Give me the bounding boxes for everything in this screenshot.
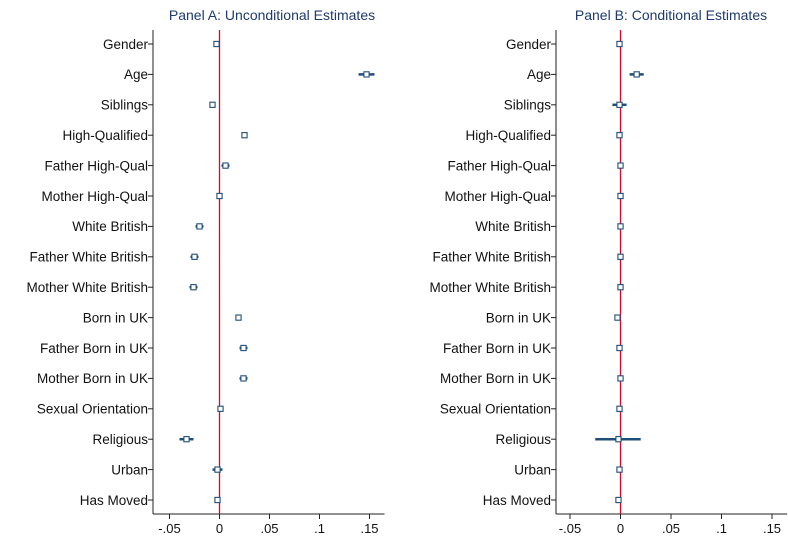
panel-a-estimate-point — [222, 162, 229, 169]
panel-a-x-tick-label: 0 — [216, 521, 223, 536]
panel-a-category-label: Mother High-Qual — [41, 189, 148, 204]
panel-b-category-label: Father White British — [432, 250, 551, 265]
panel-b-estimate-point — [616, 466, 623, 473]
panel-a-x-tick-label: .1 — [314, 521, 325, 536]
panel-b-x-tick-label: .1 — [716, 521, 727, 536]
panel-a-estimate-point — [209, 101, 216, 108]
panel-b-estimate-point — [616, 101, 623, 108]
panel-b-category-label: Has Moved — [483, 493, 551, 508]
panel-b-category-label: Mother White British — [429, 280, 551, 295]
panel-a-category-label: High-Qualified — [62, 128, 148, 143]
panel-b-estimate-point — [616, 344, 623, 352]
panel-a-x-tick-label: -.05 — [158, 521, 180, 536]
panel-a-category-label: Religious — [92, 432, 148, 447]
panel-a-title: Panel A: Unconditional Estimates — [169, 7, 375, 23]
panel-a-category-label: Father Born in UK — [40, 341, 148, 356]
panel-b-category-label: Mother Born in UK — [440, 371, 551, 386]
panel-b-category-label: High-Qualified — [465, 128, 551, 143]
panel-a-estimate-point — [191, 253, 198, 260]
panel-b-estimate-point — [616, 405, 623, 412]
panel-b-x-tick-label: .15 — [763, 521, 781, 536]
panel-a-estimate-point — [196, 223, 203, 230]
panel-a-estimate-point — [214, 466, 221, 473]
panel-b-category-label: Born in UK — [486, 310, 551, 325]
panel-a-category-label: Mother Born in UK — [37, 371, 148, 386]
panel-a-estimate-point — [235, 314, 242, 321]
panel-a-estimate-point — [240, 344, 247, 352]
panel-a-category-label: Father High-Qual — [44, 158, 148, 173]
panel-a-category-label: White British — [72, 219, 148, 234]
panel-a-category-label: Siblings — [101, 98, 149, 113]
panel-b-x-tick-label: -.05 — [559, 521, 581, 536]
panel-b-x-tick-label: 0 — [617, 521, 624, 536]
panel-a-category-label: Age — [124, 67, 148, 82]
panel-a-estimate-point — [183, 436, 190, 443]
panel-b-category-label: Father High-Qual — [447, 158, 551, 173]
panel-b-category-label: Age — [527, 67, 551, 82]
panel-b-estimate-point — [617, 223, 624, 230]
panel-b-x-tick-label: .05 — [662, 521, 680, 536]
panel-b-estimate-point — [616, 40, 623, 48]
panel-b-estimate-point — [615, 496, 622, 504]
panel-a-category-label: Born in UK — [83, 310, 148, 325]
panel-a-estimate-point — [241, 132, 248, 139]
panel-b-estimate-point — [614, 314, 621, 321]
panel-b-title: Panel B: Conditional Estimates — [575, 7, 767, 23]
panel-b-estimate-point — [617, 253, 624, 260]
panel-b-estimate-point — [617, 162, 624, 169]
panel-a-x-tick-label: .05 — [260, 521, 278, 536]
panel-a-category-label: Has Moved — [80, 493, 148, 508]
panel-a-estimate-point — [217, 405, 224, 412]
panel-a-category-label: Sexual Orientation — [37, 402, 148, 417]
panel-a-estimate-point — [190, 284, 197, 291]
panel-a-estimate-point — [363, 71, 370, 78]
panel-b-category-label: Mother High-Qual — [444, 189, 551, 204]
panel-b-category-label: Sexual Orientation — [440, 402, 551, 417]
panel-b-estimate-point — [615, 436, 622, 443]
panel-a-estimate-point — [213, 40, 220, 48]
panel-a-estimate-point — [216, 192, 223, 200]
panel-b-category-label: Urban — [514, 462, 551, 477]
panel-b-category-label: Siblings — [504, 98, 552, 113]
panel-b-category-label: Father Born in UK — [443, 341, 551, 356]
panel-a-category-label: Urban — [111, 462, 148, 477]
panel-b-category-label: White British — [475, 219, 551, 234]
panel-b-estimate-point — [617, 192, 624, 200]
panel-a-x-tick-label: .15 — [360, 521, 378, 536]
panel-b-estimate-point — [633, 71, 640, 78]
panel-b-category-label: Religious — [495, 432, 551, 447]
panel-b-estimate-point — [617, 375, 624, 382]
panel-a-category-label: Gender — [103, 37, 149, 52]
panel-a-category-label: Mother White British — [26, 280, 148, 295]
panel-b-category-label: Gender — [506, 37, 552, 52]
panel-b-estimate-point — [617, 284, 624, 291]
panel-a-category-label: Father White British — [29, 250, 148, 265]
panel-a-estimate-point — [240, 375, 247, 382]
panel-a-estimate-point — [214, 496, 221, 504]
panel-b-estimate-point — [616, 132, 623, 139]
